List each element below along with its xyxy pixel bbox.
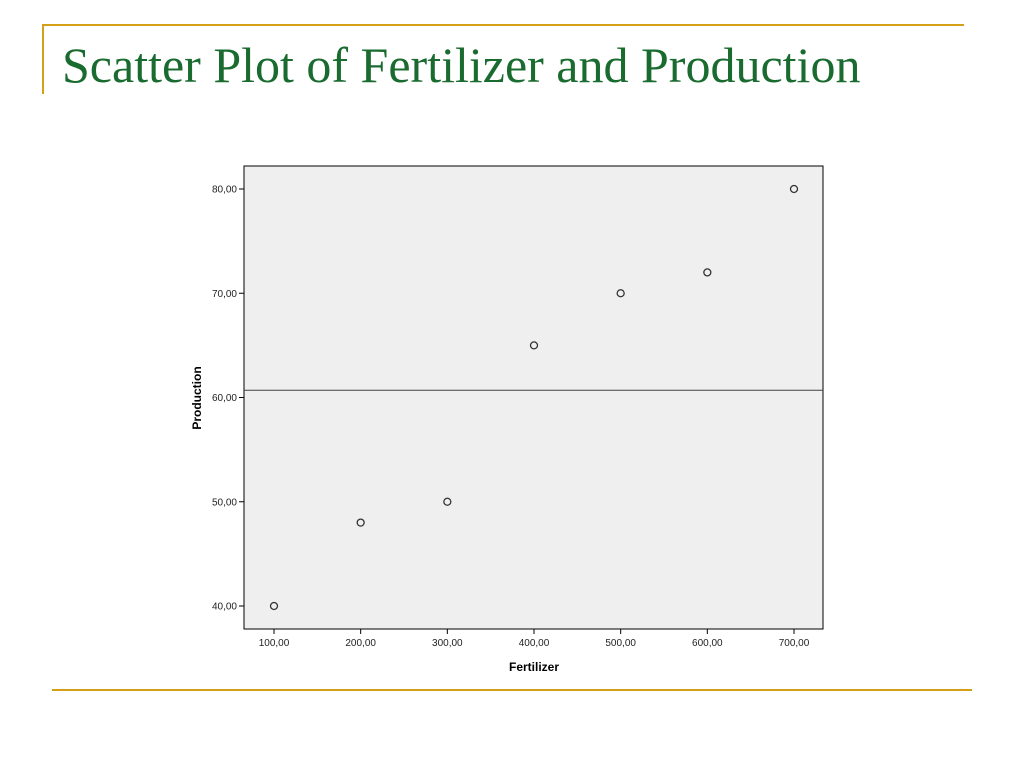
y-axis: 40,00 50,00 60,00 70,00 80,00 (212, 185, 244, 613)
x-tick-label: 100,00 (259, 638, 290, 649)
bottom-accent-rule (52, 689, 972, 691)
x-tick-label: 300,00 (432, 638, 463, 649)
x-axis-title: Fertilizer (509, 660, 559, 674)
data-point (269, 601, 279, 611)
y-tick-label: 50,00 (212, 497, 237, 508)
plot-area (243, 165, 824, 630)
data-point (789, 184, 799, 194)
y-axis-title: Production (190, 366, 204, 429)
title-accent-left-rule (42, 24, 44, 94)
data-point (529, 341, 539, 350)
data-points (269, 184, 799, 611)
data-point (703, 268, 712, 277)
data-point (443, 497, 452, 506)
x-axis: 100,00 200,00 300,00 400,00 500,00 600,00 700,… (259, 629, 810, 649)
x-tick-label: 500,00 (605, 638, 636, 649)
x-tick-label: 700,00 (779, 638, 810, 649)
y-tick-label: 80,00 (212, 185, 237, 196)
title-accent-top-rule (42, 24, 964, 26)
data-point (616, 289, 625, 298)
x-tick-label: 200,00 (345, 638, 376, 649)
y-tick-label: 60,00 (212, 393, 237, 404)
slide-title: Scatter Plot of Fertilizer and Productio… (62, 37, 861, 93)
x-tick-label: 400,00 (519, 638, 550, 649)
y-tick-label: 40,00 (212, 602, 237, 613)
y-tick-label: 70,00 (212, 289, 237, 300)
x-tick-label: 600,00 (692, 638, 723, 649)
data-point (356, 518, 365, 527)
